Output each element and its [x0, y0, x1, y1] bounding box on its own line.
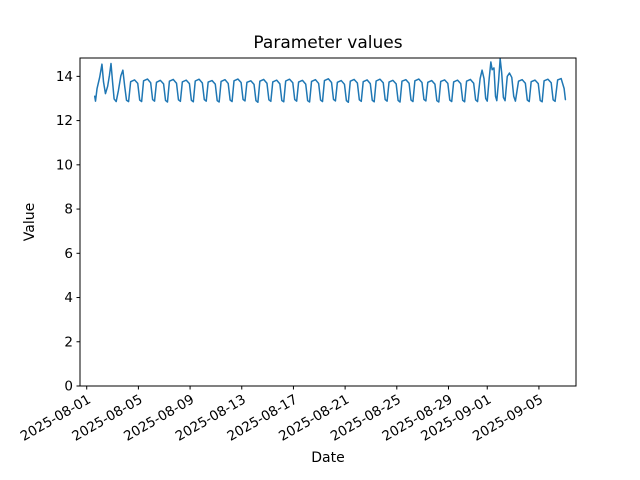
- y-tick-label: 10: [56, 157, 73, 173]
- y-tick-label: 4: [64, 290, 73, 306]
- y-tick-label: 2: [64, 334, 73, 350]
- data-series-line: [93, 57, 567, 103]
- y-tick-label: 0: [64, 379, 73, 395]
- x-axis-label: Date: [311, 450, 344, 466]
- y-axis-ticks: 0 2 4 6 8 10 12 14: [56, 69, 80, 395]
- chart-title: Parameter values: [253, 33, 402, 53]
- y-tick-label: 8: [64, 202, 73, 218]
- y-tick-label: 6: [64, 246, 73, 262]
- y-tick-label: 14: [56, 69, 73, 85]
- axes-spines: [79, 57, 577, 387]
- series-parameter: [93, 57, 567, 103]
- y-axis-label: Value: [22, 203, 38, 241]
- plot-area: [80, 58, 576, 386]
- y-tick-label: 12: [56, 113, 73, 129]
- x-axis-ticks: 2025-08-012025-08-052025-08-092025-08-13…: [18, 386, 546, 445]
